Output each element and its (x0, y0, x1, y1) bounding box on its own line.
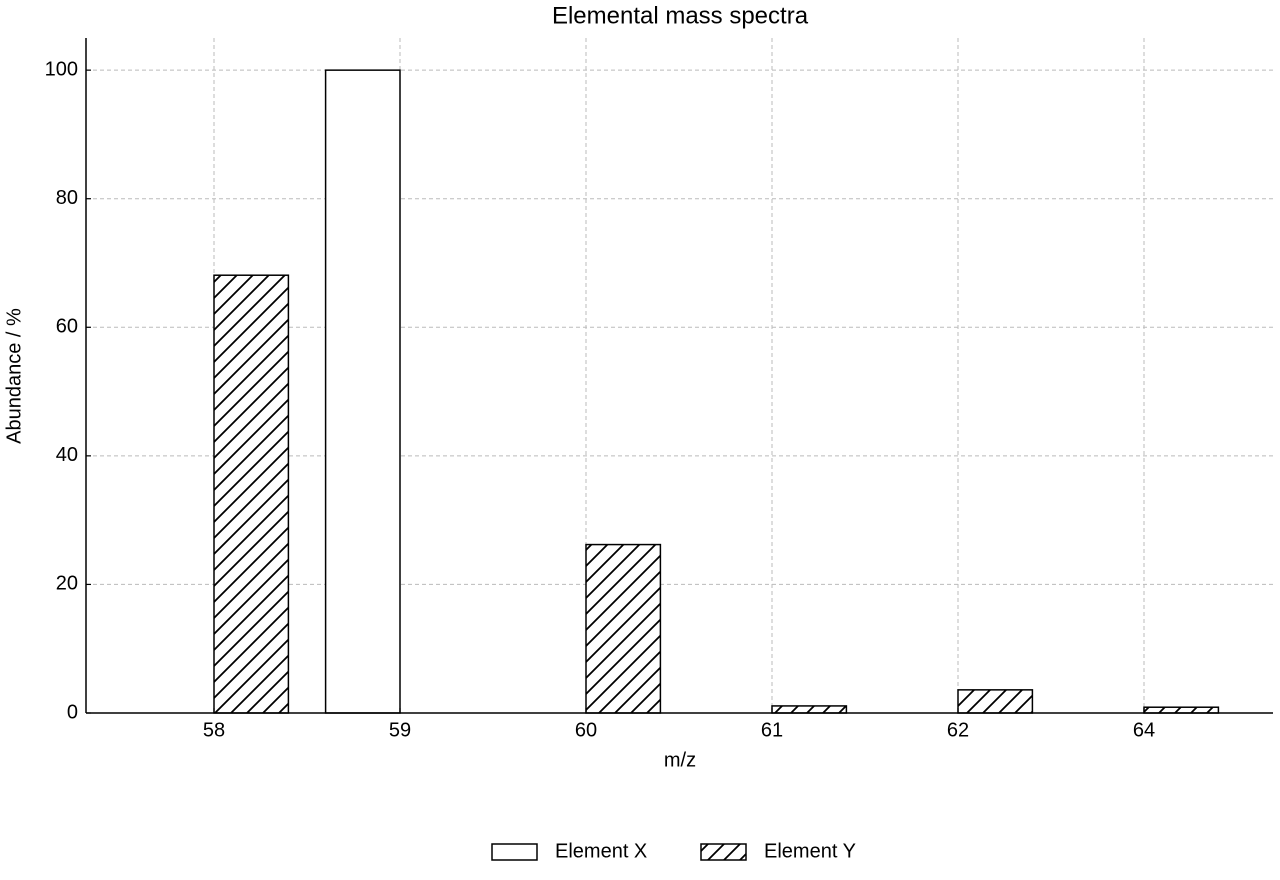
bar (771, 705, 848, 714)
bar (1143, 706, 1220, 714)
legend-swatch (700, 843, 747, 861)
legend: Element X Element Y (491, 840, 856, 862)
y-tick-label: 0 (67, 701, 78, 723)
legend-label: Element X (555, 840, 647, 862)
y-tick-label: 40 (56, 444, 78, 466)
x-tick-label: 62 (947, 719, 969, 741)
x-axis-label: m/z (664, 749, 696, 771)
x-tick-label: 59 (389, 719, 411, 741)
bar (585, 543, 662, 714)
x-tick-label: 60 (575, 719, 597, 741)
y-tick-label: 80 (56, 187, 78, 209)
y-tick-label: 60 (56, 316, 78, 338)
bar (213, 274, 290, 714)
x-tick-label: 64 (1133, 719, 1155, 741)
legend-label: Element Y (764, 840, 856, 862)
bar (957, 689, 1034, 714)
chart-title: Elemental mass spectra (552, 2, 809, 29)
bar (324, 69, 401, 714)
y-tick-label: 100 (45, 58, 78, 80)
bars (213, 69, 1220, 714)
x-tick-label: 61 (761, 719, 783, 741)
y-axis-label: Abundance / % (3, 308, 25, 444)
x-tick-label: 58 (203, 719, 225, 741)
axes: 0 20 40 60 80 100 58 59 60 61 62 64 (45, 38, 1273, 741)
legend-swatch (491, 843, 538, 861)
y-tick-label: 20 (56, 573, 78, 595)
